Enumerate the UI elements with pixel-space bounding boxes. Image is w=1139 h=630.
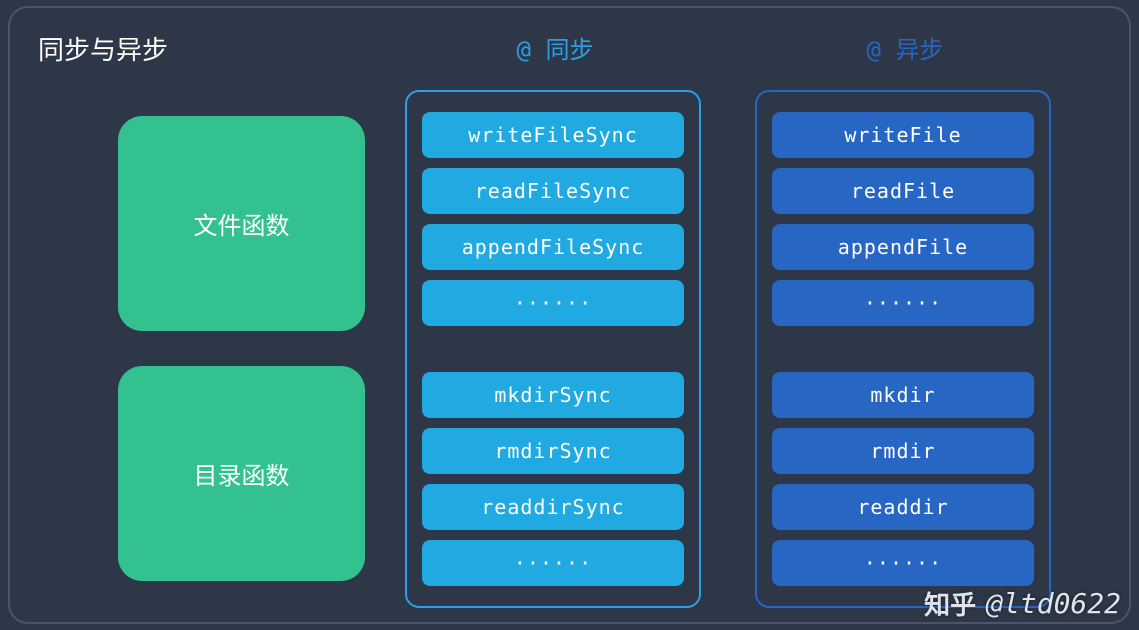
async-func-item: rmdir (772, 428, 1034, 474)
watermark-text: @ltd0622 (986, 587, 1121, 620)
sync-column: writeFileSync readFileSync appendFileSyn… (405, 90, 701, 608)
group-spacer (772, 336, 1034, 362)
async-func-item: ······ (772, 540, 1034, 586)
category-dir-card: 目录函数 (118, 366, 365, 581)
async-column: writeFile readFile appendFile ······ mkd… (755, 90, 1051, 608)
group-spacer (422, 336, 684, 362)
category-file-label: 文件函数 (194, 206, 290, 241)
async-func-item: ······ (772, 280, 1034, 326)
diagram-container: 同步与异步 @ 同步 @ 异步 文件函数 目录函数 writeFileSync … (8, 6, 1131, 624)
sync-func-item: ······ (422, 540, 684, 586)
sync-func-item: writeFileSync (422, 112, 684, 158)
async-func-item: appendFile (772, 224, 1034, 270)
category-file-card: 文件函数 (118, 116, 365, 331)
sync-func-item: rmdirSync (422, 428, 684, 474)
async-func-item: readFile (772, 168, 1034, 214)
sync-func-item: ······ (422, 280, 684, 326)
async-column-header: @ 异步 (755, 30, 1055, 65)
async-func-item: writeFile (772, 112, 1034, 158)
main-title: 同步与异步 (38, 30, 168, 67)
sync-func-item: mkdirSync (422, 372, 684, 418)
sync-func-item: readdirSync (422, 484, 684, 530)
sync-func-item: readFileSync (422, 168, 684, 214)
zhihu-logo: 知乎 (924, 585, 976, 622)
sync-column-header: @ 同步 (410, 30, 700, 65)
watermark: 知乎 @ltd0622 (924, 585, 1121, 622)
async-func-item: mkdir (772, 372, 1034, 418)
sync-func-item: appendFileSync (422, 224, 684, 270)
async-func-item: readdir (772, 484, 1034, 530)
category-dir-label: 目录函数 (194, 456, 290, 491)
